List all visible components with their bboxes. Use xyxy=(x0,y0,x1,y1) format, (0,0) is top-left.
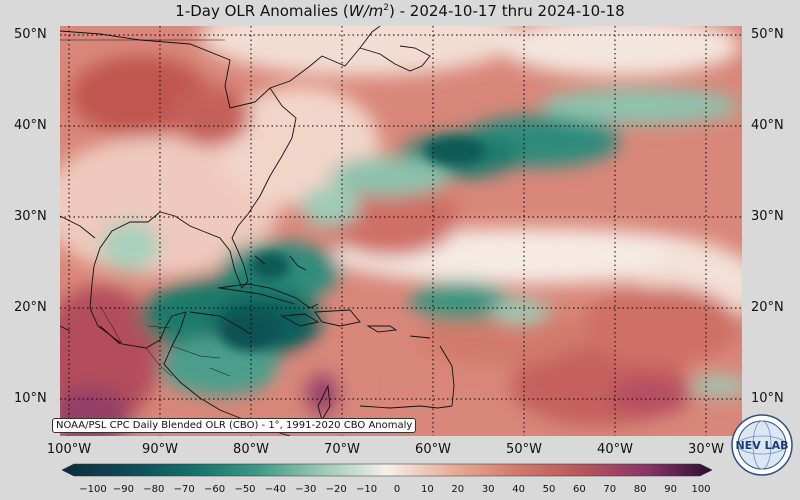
colorbar xyxy=(62,463,712,477)
coastlines xyxy=(60,26,455,436)
lat-label-left: 20°N xyxy=(14,300,47,315)
lon-label: 50°W xyxy=(506,442,542,457)
data-source-caption: NOAA/PSL CPC Daily Blended OLR (CBO) - 1… xyxy=(52,418,417,433)
lat-label-right: 30°N xyxy=(751,209,784,224)
lon-label: 90°W xyxy=(142,442,178,457)
colorbar-tick: 80 xyxy=(633,484,647,495)
colorbar-tick: 50 xyxy=(542,484,556,495)
borders xyxy=(60,39,231,377)
colorbar-tick: −90 xyxy=(112,484,134,495)
map-title: 1-Day OLR Anomalies (W/m2) - 2024-10-17 … xyxy=(175,2,625,20)
lat-label-right: 50°N xyxy=(751,27,784,42)
lon-label: 60°W xyxy=(415,442,451,457)
anomaly-field xyxy=(60,26,742,436)
colorbar-tick: 90 xyxy=(664,484,677,495)
colorbar-tick: 10 xyxy=(421,484,434,495)
lat-label-right: 20°N xyxy=(751,300,784,315)
lon-label: 100°W xyxy=(46,442,92,457)
lat-label-left: 30°N xyxy=(14,209,47,224)
colorbar-tick: 20 xyxy=(451,484,465,495)
colorbar-tick: 70 xyxy=(603,484,617,495)
lon-label: 40°W xyxy=(597,442,633,457)
colorbar-tick: −10 xyxy=(356,484,378,495)
lon-label: 30°W xyxy=(688,442,724,457)
lat-label-left: 40°N xyxy=(14,118,47,133)
colorbar-tick: 60 xyxy=(573,484,586,495)
gridlines xyxy=(60,26,742,436)
colorbar-tick: −70 xyxy=(173,484,195,495)
colorbar-tick: −20 xyxy=(325,484,347,495)
olr-anomaly-map xyxy=(60,26,742,436)
lat-label-right: 40°N xyxy=(751,118,784,133)
colorbar-tick: −50 xyxy=(234,484,256,495)
lon-label: 80°W xyxy=(233,442,269,457)
lat-label-right: 10°N xyxy=(751,391,784,406)
colorbar-tick: −60 xyxy=(204,484,226,495)
colorbar-tick: 100 xyxy=(691,484,711,495)
colorbar-tick: 30 xyxy=(481,484,495,495)
colorbar-tick: −100 xyxy=(79,484,107,495)
colorbar-tick: −30 xyxy=(295,484,317,495)
colorbar-tick: −40 xyxy=(264,484,286,495)
lon-label: 70°W xyxy=(324,442,360,457)
colorbar-tick: 40 xyxy=(512,484,525,495)
nev-lab-logo: NEV LAB xyxy=(731,414,793,476)
colorbar-tick: −80 xyxy=(143,484,165,495)
lat-label-left: 10°N xyxy=(14,391,47,406)
logo-text: NEV LAB xyxy=(736,439,789,452)
colorbar-tick: 0 xyxy=(393,484,401,495)
lat-label-left: 50°N xyxy=(14,27,47,42)
